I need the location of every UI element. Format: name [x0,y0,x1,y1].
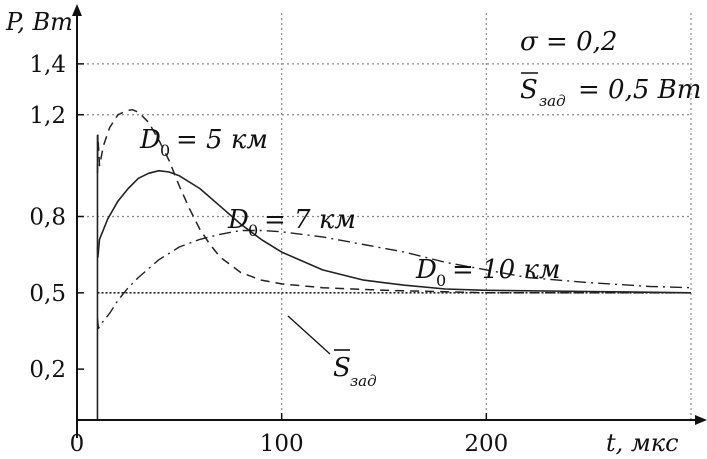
s-zad-annotation: S зад = 0,5 Вт [520,72,701,110]
series-label-main: D [139,125,161,155]
x-axis-arrow [695,415,707,425]
series-label-main: S [333,353,351,383]
grid [77,12,692,420]
y-tick-label: 1,2 [29,103,66,129]
series-label-rest: = 7 км [264,205,356,235]
series-label-s-zad: S зад [287,315,377,390]
s-zad-leader-line [287,315,331,355]
y-tick-label: 1,4 [29,52,66,78]
s-zad-subscript: зад [539,92,566,110]
y-tick-label: 0,5 [29,281,66,307]
sigma-annotation: σ = 0,2 [520,27,617,57]
series-label-sub: 0 [160,141,170,160]
y-tick-label: 0,8 [29,205,66,231]
x-tick-label: 200 [464,431,508,457]
x-tick-label: 100 [260,431,304,457]
series-label-sub: 0 [248,221,258,240]
s-zad-symbol: S [520,75,538,105]
y-axis-label: P, Вт [5,8,73,36]
series-label-main: D [415,255,437,285]
series-label-d0-10: D 0 = 10 км [415,255,560,290]
series-line-1 [96,169,692,294]
series-label-main: D [227,205,249,235]
series-label-rest: = 10 км [452,255,560,285]
series-label-rest: = 5 км [176,125,268,155]
series-label-d0-5: D 0 = 5 км [139,125,268,160]
series-label-sub: зад [350,372,377,390]
series-lines [96,108,692,420]
s-zad-value: = 0,5 Вт [578,75,701,105]
series-line-2 [96,229,692,330]
y-tick-label: 0,2 [29,357,66,383]
x-tick-label: 0 [70,431,85,457]
series-label-sub: 0 [436,271,446,290]
tick-labels: 0,2 0,5 0,8 1,2 1,4 0 100 200 [29,52,508,457]
y-axis-arrow [72,4,82,16]
x-axis-label: t, мкс [606,429,679,457]
series-label-d0-7: D 0 = 7 км [227,205,356,240]
